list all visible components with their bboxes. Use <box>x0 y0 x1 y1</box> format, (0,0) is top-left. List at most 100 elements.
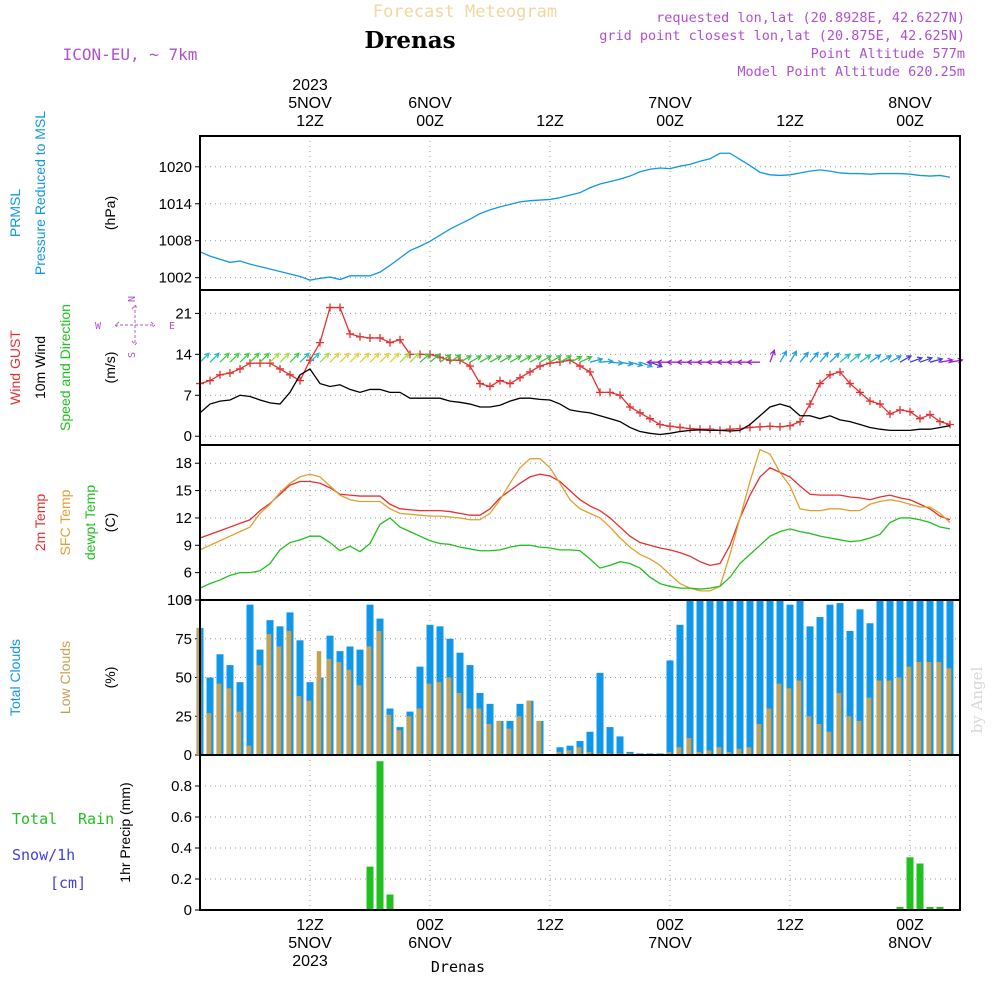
panel-label: dewpt Temp <box>82 485 98 560</box>
low-clouds-bar <box>266 634 272 755</box>
low-clouds-bar <box>456 693 462 755</box>
panel-label: Low Clouds <box>57 641 73 714</box>
wind-arrow <box>919 356 934 363</box>
wind-arrow <box>509 355 523 363</box>
low-clouds-bar <box>476 708 482 755</box>
wind-arrow <box>369 352 380 363</box>
y-tick-label: 1014 <box>159 196 192 213</box>
bottom-axis-label: 12Z <box>536 917 564 934</box>
panel-2: 0 7 14 21 Wind GUST 10m Wind Speed and Directi… <box>7 290 964 446</box>
total-clouds-bar <box>766 600 774 755</box>
gust-marker <box>486 382 494 391</box>
low-clouds-bar <box>696 751 702 755</box>
wind-arrow <box>209 352 220 363</box>
wind-arrow <box>769 349 776 363</box>
low-clouds-bar <box>706 750 712 755</box>
low-clouds-bar <box>576 747 582 755</box>
wind-arrow <box>539 355 553 363</box>
low-clouds-bar <box>536 720 542 755</box>
total-clouds-bar <box>696 600 704 755</box>
panel-frame <box>199 754 961 911</box>
panel-frame <box>199 444 961 601</box>
gust-marker <box>506 379 514 388</box>
gust-marker <box>626 402 634 411</box>
low-clouds-bar <box>216 683 222 755</box>
bottom-axis-label: 12Z <box>296 917 324 934</box>
low-clouds-bar <box>846 716 852 755</box>
gust-marker <box>596 388 604 397</box>
bottom-axis-label: 12Z <box>776 917 804 934</box>
low-clouds-bar <box>566 750 572 755</box>
top-axis-label: 00Z <box>656 113 684 130</box>
panel-label: Pressure Reduced to MSL <box>32 111 48 275</box>
wind-arrow <box>399 352 410 363</box>
low-clouds-bar <box>336 662 342 755</box>
gust-marker <box>356 332 364 341</box>
low-clouds-bar <box>406 716 412 755</box>
low-clouds-bar <box>436 682 442 755</box>
wind-arrow <box>299 352 310 363</box>
y-tick-label: 1020 <box>159 159 192 176</box>
low-clouds-bar <box>396 730 402 755</box>
wind-arrow <box>746 359 760 366</box>
wind-arrow <box>309 352 320 363</box>
top-axis-label: 00Z <box>416 113 444 130</box>
wind-arrow <box>449 354 462 363</box>
location-title: Drenas <box>364 27 455 54</box>
wind-arrow <box>499 355 513 363</box>
total-clouds-bar <box>856 609 864 755</box>
low-clouds-bar <box>676 747 682 755</box>
total-clouds-bar <box>886 600 894 755</box>
compass-e: E <box>169 321 175 332</box>
top-axis-label: 2023 <box>292 77 328 94</box>
panel-label: Snow/1h <box>12 846 75 864</box>
total-rain-bar <box>906 857 914 910</box>
model-altitude: Model Point Altitude 620.25m <box>737 64 965 80</box>
y-tick-label: 0.8 <box>171 778 192 795</box>
low-clouds-bar <box>486 724 492 755</box>
y-tick-label: 12 <box>175 510 192 527</box>
low-clouds-bar <box>776 683 782 755</box>
wind-arrow <box>199 352 210 363</box>
gust-marker <box>206 376 214 385</box>
panel-frame <box>199 135 961 291</box>
low-clouds-bar <box>856 720 862 755</box>
gust-marker <box>666 422 674 431</box>
low-clouds-bar <box>826 731 832 755</box>
low-clouds-bar <box>496 720 502 755</box>
gust-marker <box>576 362 584 371</box>
wind-arrow <box>229 352 240 363</box>
low-clouds-bar <box>736 748 742 755</box>
wind-gust-line <box>199 306 951 432</box>
wind-arrow <box>389 352 400 363</box>
gust-marker <box>766 422 774 431</box>
total-clouds-bar <box>756 600 764 755</box>
panel-3: 3 6 9 12 15 18 2m Temp SFC Temp dewpt Temp (C) <box>32 444 961 609</box>
y-tick-label: 18 <box>175 455 192 472</box>
top-axis-label: 7NOV <box>648 95 692 112</box>
low-clouds-bar <box>446 677 452 755</box>
low-clouds-bar <box>556 751 562 755</box>
low-clouds-bar <box>416 708 422 755</box>
wind-arrow <box>899 355 913 363</box>
point-altitude: Point Altitude 577m <box>811 46 965 62</box>
gust-marker <box>886 410 894 418</box>
low-clouds-bar <box>726 751 732 755</box>
wind-arrow <box>379 352 390 363</box>
total-clouds-bar <box>866 623 874 755</box>
top-axis-label: 12Z <box>776 113 804 130</box>
panel-label: 2m Temp <box>32 494 48 552</box>
gust-marker <box>466 362 474 371</box>
wind-arrow <box>879 355 893 363</box>
total-clouds-bar <box>786 604 794 755</box>
panels: 1002 1008 1014 1020 PRMSL Pressure Reduced to… <box>7 111 964 919</box>
y-tick-label: 1002 <box>159 270 192 287</box>
y-tick-label: 0 <box>184 428 192 445</box>
total-clouds-bar <box>836 603 844 755</box>
y-tick-label: 0 <box>184 747 192 764</box>
panel-label: Total Clouds <box>7 639 23 716</box>
low-clouds-bar <box>276 646 282 755</box>
wind-arrow <box>599 358 614 365</box>
